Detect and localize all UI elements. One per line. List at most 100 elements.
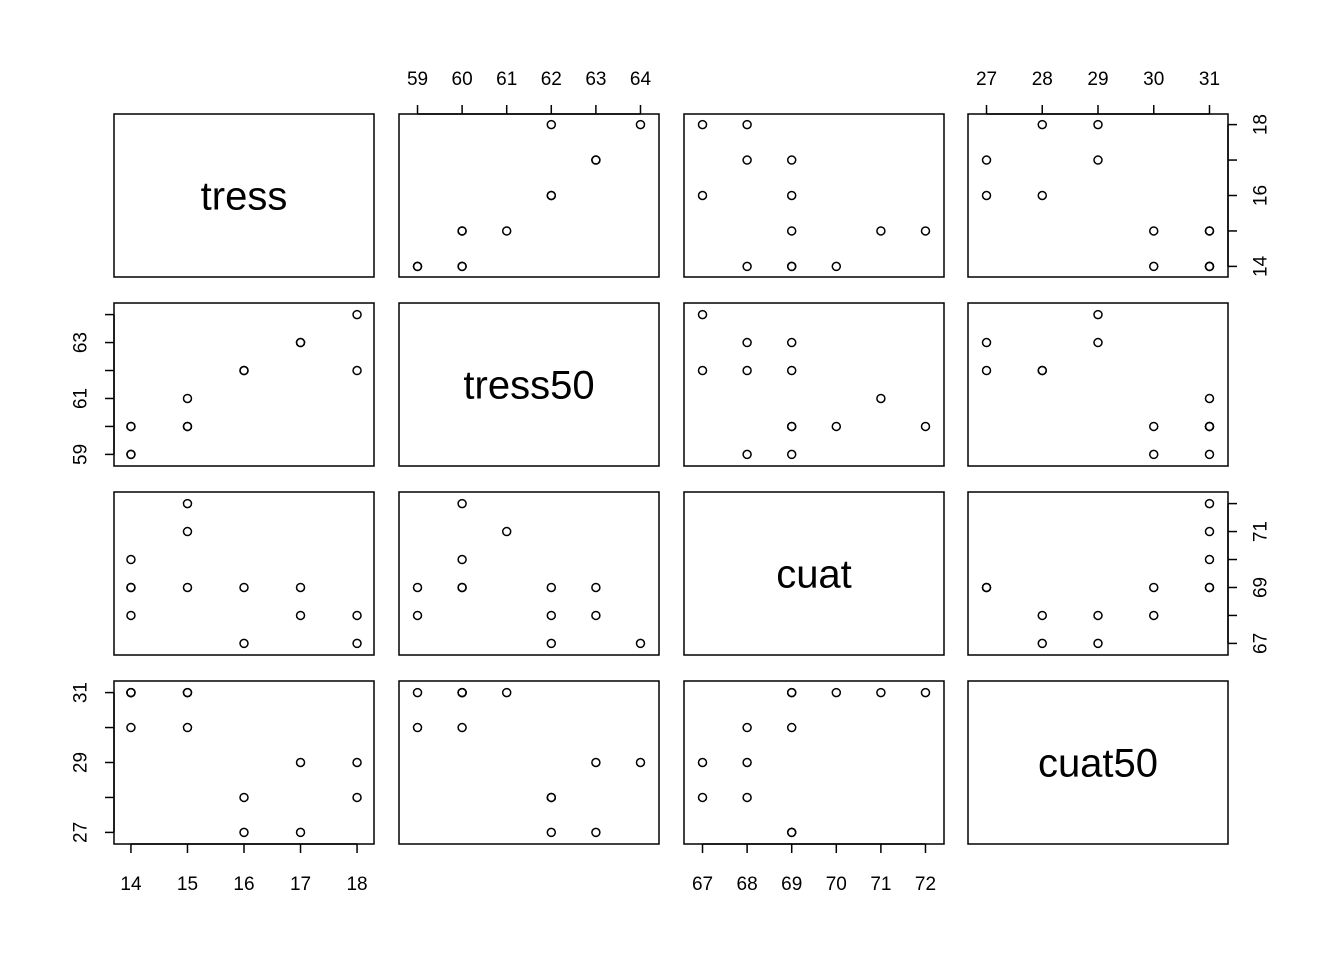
- point-tress-vs-cuat-6: [697, 190, 708, 201]
- point-tress-vs-cuat-7: [786, 190, 797, 201]
- point-cuat50-vs-tress50-12: [412, 687, 423, 698]
- point-cuat-vs-tress50-5: [457, 582, 467, 593]
- y-tick-label-cuat50-27: 27: [71, 822, 92, 843]
- point-cuat-vs-cuat50-8: [1093, 610, 1103, 621]
- panel-frame-cuat-vs-tress50: [398, 491, 660, 656]
- point-cuat50-vs-tress50-0: [412, 722, 423, 733]
- point-cuat50-vs-cuat-10: [742, 792, 752, 803]
- point-cuat-vs-tress-9: [295, 582, 306, 593]
- point-tress-vs-cuat-4: [876, 226, 886, 236]
- panel-frame-cuat-vs-tress: [113, 491, 375, 656]
- panel-frame-tress-vs-cuat: [683, 113, 945, 278]
- y-tick-label-tress-16: 16: [1251, 185, 1272, 206]
- point-cuat50-vs-tress50-10: [546, 792, 557, 803]
- point-tress50-vs-cuat-12: [786, 449, 797, 460]
- x-tick-label-cuat50-28: 28: [1032, 69, 1053, 90]
- point-tress-vs-cuat50-5: [1148, 226, 1159, 236]
- diagonal-label-tress: tress: [201, 175, 288, 219]
- point-cuat-vs-tress50-2: [457, 554, 467, 565]
- y-tick-label-tress50-61: 61: [71, 388, 92, 409]
- x-tick-label-tress-15: 15: [177, 874, 198, 895]
- x-tick-label-tress50-59: 59: [407, 69, 428, 90]
- x-tick-label-tress50-64: 64: [630, 69, 652, 90]
- point-cuat50-vs-tress-4: [182, 687, 193, 698]
- point-cuat-vs-cuat50-3: [1204, 498, 1215, 509]
- point-cuat-vs-cuat50-10: [1037, 610, 1048, 621]
- point-cuat-vs-tress-8: [295, 610, 306, 621]
- x-tick-label-cuat50-31: 31: [1199, 69, 1220, 90]
- point-tress50-vs-cuat-7: [786, 365, 797, 376]
- point-cuat50-vs-tress-9: [295, 827, 306, 838]
- point-cuat-vs-cuat50-0: [1148, 610, 1159, 621]
- point-tress-vs-tress50-4: [501, 226, 512, 236]
- point-tress50-vs-cuat50-12: [1204, 449, 1215, 460]
- panel-frame-tress50-vs-cuat50: [967, 302, 1229, 467]
- point-cuat-vs-cuat50-9: [981, 582, 992, 593]
- point-tress-vs-tress50-7: [546, 190, 557, 201]
- point-tress50-vs-cuat-9: [786, 337, 797, 348]
- point-cuat-vs-cuat50-12: [1204, 582, 1215, 593]
- point-tress50-vs-tress-10: [352, 365, 362, 376]
- point-cuat50-vs-tress-8: [295, 757, 306, 768]
- point-tress-vs-cuat-9: [786, 155, 797, 165]
- point-cuat50-vs-tress-7: [239, 827, 249, 838]
- point-tress-vs-tress50-9: [591, 155, 601, 165]
- point-tress50-vs-cuat-3: [920, 421, 931, 432]
- x-tick-label-tress-14: 14: [120, 874, 142, 895]
- point-tress-vs-cuat-5: [786, 226, 797, 236]
- point-tress-vs-cuat50-8: [1093, 155, 1103, 165]
- point-cuat50-vs-cuat-12: [786, 687, 797, 698]
- point-tress50-vs-cuat50-0: [1148, 449, 1159, 460]
- point-cuat50-vs-cuat-9: [786, 827, 797, 838]
- point-cuat-vs-tress50-10: [546, 610, 557, 621]
- point-tress-vs-cuat-0: [742, 261, 752, 272]
- point-tress-vs-tress50-5: [457, 226, 467, 236]
- point-cuat-vs-tress50-0: [412, 610, 423, 621]
- point-cuat-vs-cuat50-5: [1148, 582, 1159, 593]
- point-tress50-vs-cuat50-4: [1204, 393, 1215, 404]
- x-tick-label-cuat50-30: 30: [1143, 69, 1164, 90]
- point-cuat-vs-tress50-4: [501, 526, 512, 537]
- x-tick-label-cuat-68: 68: [737, 874, 758, 895]
- panel-frame-cuat50-vs-cuat: [683, 680, 945, 845]
- point-tress50-vs-cuat50-11: [1093, 309, 1103, 320]
- x-tick-label-tress-18: 18: [346, 874, 367, 895]
- x-tick-label-cuat-70: 70: [826, 874, 847, 895]
- panel-frame-cuat50-vs-cuat50: [967, 680, 1229, 845]
- point-cuat50-vs-tress50-3: [457, 687, 467, 698]
- point-cuat-vs-tress-11: [352, 638, 362, 649]
- point-cuat50-vs-tress-0: [126, 722, 136, 733]
- x-tick-label-tress50-60: 60: [452, 69, 473, 90]
- point-cuat-vs-tress-3: [182, 498, 193, 509]
- point-tress-vs-tress50-2: [457, 261, 467, 272]
- point-cuat50-vs-cuat-3: [920, 687, 931, 698]
- point-tress-vs-cuat-11: [697, 119, 708, 130]
- x-tick-label-cuat50-27: 27: [976, 69, 997, 90]
- y-tick-label-cuat-67: 67: [1251, 633, 1272, 654]
- y-tick-label-tress-18: 18: [1251, 114, 1272, 135]
- y-tick-label-tress-14: 14: [1251, 255, 1272, 277]
- panel-frame-cuat-vs-cuat50: [967, 491, 1229, 656]
- point-cuat50-vs-tress50-7: [546, 827, 557, 838]
- point-cuat50-vs-tress-12: [126, 687, 136, 698]
- point-tress-vs-cuat-8: [742, 155, 752, 165]
- point-tress50-vs-cuat-11: [697, 309, 708, 320]
- point-tress50-vs-tress-11: [352, 309, 362, 320]
- point-tress50-vs-cuat50-3: [1204, 421, 1215, 432]
- point-cuat-vs-cuat50-4: [1204, 526, 1215, 537]
- panel-frame-tress-vs-tress50: [398, 113, 660, 278]
- x-tick-label-cuat50-29: 29: [1087, 69, 1108, 90]
- x-tick-label-tress50-62: 62: [541, 69, 562, 90]
- x-tick-label-tress-17: 17: [290, 874, 311, 895]
- point-cuat50-vs-cuat-6: [697, 792, 708, 803]
- point-tress50-vs-cuat-0: [742, 449, 752, 460]
- x-tick-label-cuat-67: 67: [692, 874, 713, 895]
- y-tick-label-cuat50-31: 31: [71, 682, 92, 703]
- x-tick-label-tress50-61: 61: [496, 69, 517, 90]
- point-tress-vs-cuat50-12: [1204, 261, 1215, 272]
- panel-frame-tress50-vs-tress50: [398, 302, 660, 467]
- diagonal-label-tress50: tress50: [463, 364, 594, 408]
- point-cuat-vs-tress-5: [182, 582, 193, 593]
- y-tick-label-cuat-69: 69: [1251, 577, 1272, 598]
